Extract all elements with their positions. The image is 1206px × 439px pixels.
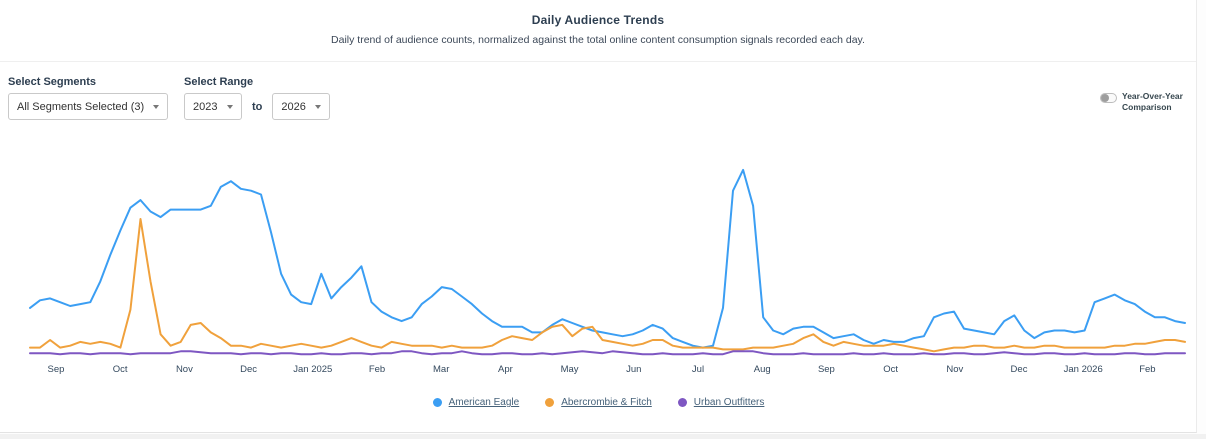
x-axis-label: Feb bbox=[1139, 364, 1155, 375]
legend-label-urban-outfitters: Urban Outfitters bbox=[693, 397, 765, 408]
x-axis-label: Sep bbox=[818, 364, 835, 375]
page-title: Daily Audience Trends bbox=[531, 13, 665, 27]
range-to-dropdown[interactable]: 2026 bbox=[272, 93, 331, 120]
yoy-toggle-knob bbox=[1101, 94, 1109, 102]
x-axis-label: Oct bbox=[883, 364, 898, 375]
x-axis-label: Nov bbox=[946, 364, 963, 375]
range-to-value: 2026 bbox=[281, 100, 306, 113]
segments-dropdown-value: All Segments Selected (3) bbox=[17, 100, 145, 113]
yoy-toggle[interactable] bbox=[1100, 93, 1117, 103]
range-control: Select Range 2023 to 2026 bbox=[184, 76, 331, 120]
controls-row: Select Segments All Segments Selected (3… bbox=[0, 76, 1196, 120]
x-axis-label: Mar bbox=[433, 364, 449, 375]
series-line-abercrombie-fitch bbox=[29, 218, 1186, 353]
range-from-dropdown[interactable]: 2023 bbox=[184, 93, 242, 120]
x-axis-label: Sep bbox=[48, 364, 65, 375]
legend-dot-abercrombie-fitch bbox=[545, 398, 555, 407]
legend-label-american-eagle: American Eagle bbox=[448, 397, 520, 408]
x-axis-label: Nov bbox=[176, 364, 193, 375]
yoy-comparison-control: Year-Over-Year Comparison bbox=[1100, 76, 1186, 112]
legend-item-american-eagle[interactable]: American Eagle bbox=[432, 397, 520, 408]
x-axis-label: Jan 2026 bbox=[1064, 364, 1103, 375]
x-axis-label: May bbox=[561, 364, 579, 375]
card-header: Daily Audience Trends Daily trend of aud… bbox=[0, 0, 1196, 62]
select-segments-label: Select Segments bbox=[8, 76, 97, 88]
segments-dropdown[interactable]: All Segments Selected (3) bbox=[8, 93, 168, 120]
legend-label-abercrombie-fitch: Abercrombie & Fitch bbox=[561, 397, 652, 408]
range-row: 2023 to 2026 bbox=[184, 93, 331, 120]
x-axis-label: Jan 2025 bbox=[293, 364, 332, 375]
select-range-label: Select Range bbox=[184, 76, 254, 88]
legend-dot-urban-outfitters bbox=[677, 398, 687, 407]
page-subtitle: Daily trend of audience counts, normaliz… bbox=[331, 34, 865, 46]
x-axis-label: Aug bbox=[754, 364, 771, 375]
x-axis-label: Dec bbox=[1011, 364, 1028, 375]
page-bottom-strip bbox=[0, 434, 1206, 439]
x-axis-label: Feb bbox=[369, 364, 385, 375]
range-to-word: to bbox=[252, 100, 263, 113]
daily-audience-trends-card: Daily Audience Trends Daily trend of aud… bbox=[0, 0, 1197, 433]
legend-item-abercrombie-fitch[interactable]: Abercrombie & Fitch bbox=[545, 397, 652, 408]
legend-dot-american-eagle bbox=[432, 398, 442, 407]
x-axis-label: Apr bbox=[498, 364, 513, 375]
chevron-down-icon bbox=[227, 104, 233, 109]
range-from-value: 2023 bbox=[193, 100, 218, 113]
chevron-down-icon bbox=[315, 104, 322, 109]
series-line-american-eagle bbox=[29, 168, 1186, 349]
series-line-urban-outfitters bbox=[29, 350, 1186, 356]
x-axis-label: Oct bbox=[113, 364, 128, 375]
chart-legend: American Eagle Abercrombie & Fitch Urban O… bbox=[0, 397, 1197, 408]
x-axis-label: Jul bbox=[692, 364, 704, 375]
chevron-down-icon bbox=[153, 104, 159, 109]
segments-control: Select Segments All Segments Selected (3… bbox=[8, 76, 168, 120]
yoy-toggle-label: Year-Over-Year Comparison bbox=[1122, 91, 1183, 112]
legend-item-urban-outfitters[interactable]: Urban Outfitters bbox=[677, 397, 765, 408]
x-axis-label: Dec bbox=[240, 364, 257, 375]
x-axis-label: Jun bbox=[626, 364, 641, 375]
